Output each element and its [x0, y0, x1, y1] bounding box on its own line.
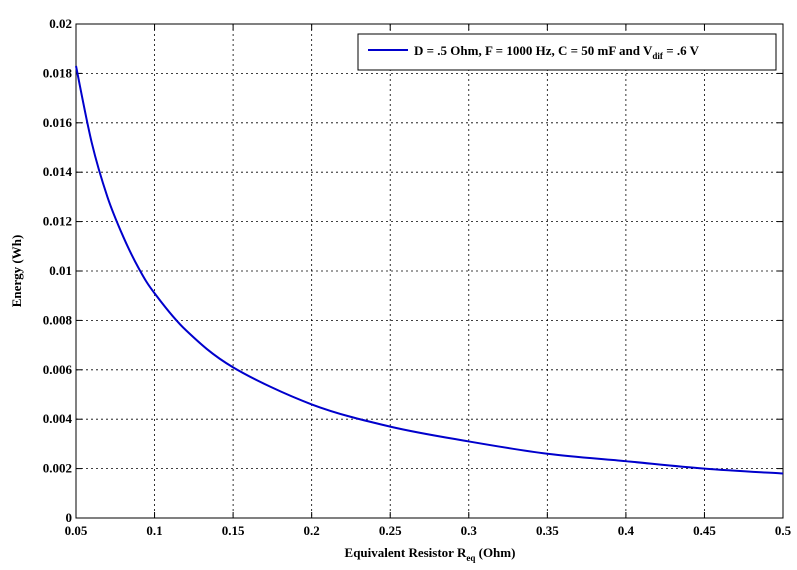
legend: D = .5 Ohm, F = 1000 Hz, C = 50 mF and V… — [357, 33, 777, 71]
grid — [76, 24, 783, 518]
x-tick-label: 0.45 — [693, 523, 716, 538]
x-tick-label: 0.05 — [65, 523, 88, 538]
x-axis-label-suffix: (Ohm) — [475, 545, 515, 560]
y-tick-label: 0.012 — [43, 214, 72, 229]
series-line — [75, 65, 784, 475]
x-axis-label: Equivalent Resistor Req (Ohm) — [345, 545, 516, 563]
y-tick-label: 0.008 — [43, 312, 73, 327]
x-tick-label: 0.35 — [536, 523, 559, 538]
y-tick-label: 0 — [66, 510, 73, 525]
x-tick-labels: 0.05 0.1 0.15 0.2 0.25 0.3 0.35 0.4 0.45 0.5 — [65, 523, 792, 538]
legend-text-sub: dif — [652, 51, 664, 61]
legend-text-end: = .6 V — [663, 43, 700, 58]
x-tick-label: 0.1 — [146, 523, 162, 538]
x-tick-label: 0.2 — [304, 523, 320, 538]
legend-text: D = .5 Ohm, F = 1000 Hz, C = 50 mF and V… — [414, 43, 700, 61]
x-tick-label: 0.5 — [775, 523, 792, 538]
x-tick-label: 0.3 — [461, 523, 478, 538]
y-tick-label: 0.006 — [43, 362, 73, 377]
legend-box — [357, 33, 777, 71]
y-tick-label: 0.004 — [43, 411, 73, 426]
x-tick-label: 0.15 — [222, 523, 245, 538]
y-tick-label: 0.018 — [43, 65, 73, 80]
legend-text-main: D = .5 Ohm, F = 1000 Hz, C = 50 mF and V — [414, 43, 653, 58]
y-tick-label: 0.014 — [43, 164, 73, 179]
x-axis-label-sub: eq — [466, 553, 475, 563]
y-tick-label: 0.016 — [43, 115, 73, 130]
x-tick-label: 0.4 — [618, 523, 635, 538]
x-axis-label-main: Equivalent Resistor R — [345, 545, 467, 560]
y-tick-label: 0.02 — [49, 16, 72, 31]
x-tick-label: 0.25 — [379, 523, 402, 538]
y-tick-labels: 0 0.002 0.004 0.006 0.008 0.01 0.012 0.014 0.016… — [43, 16, 73, 525]
ticks — [75, 23, 784, 519]
y-tick-label: 0.002 — [43, 461, 72, 476]
y-axis-label: Energy (Wh) — [9, 235, 24, 308]
series-group — [75, 65, 784, 475]
y-tick-label: 0.01 — [49, 263, 72, 278]
